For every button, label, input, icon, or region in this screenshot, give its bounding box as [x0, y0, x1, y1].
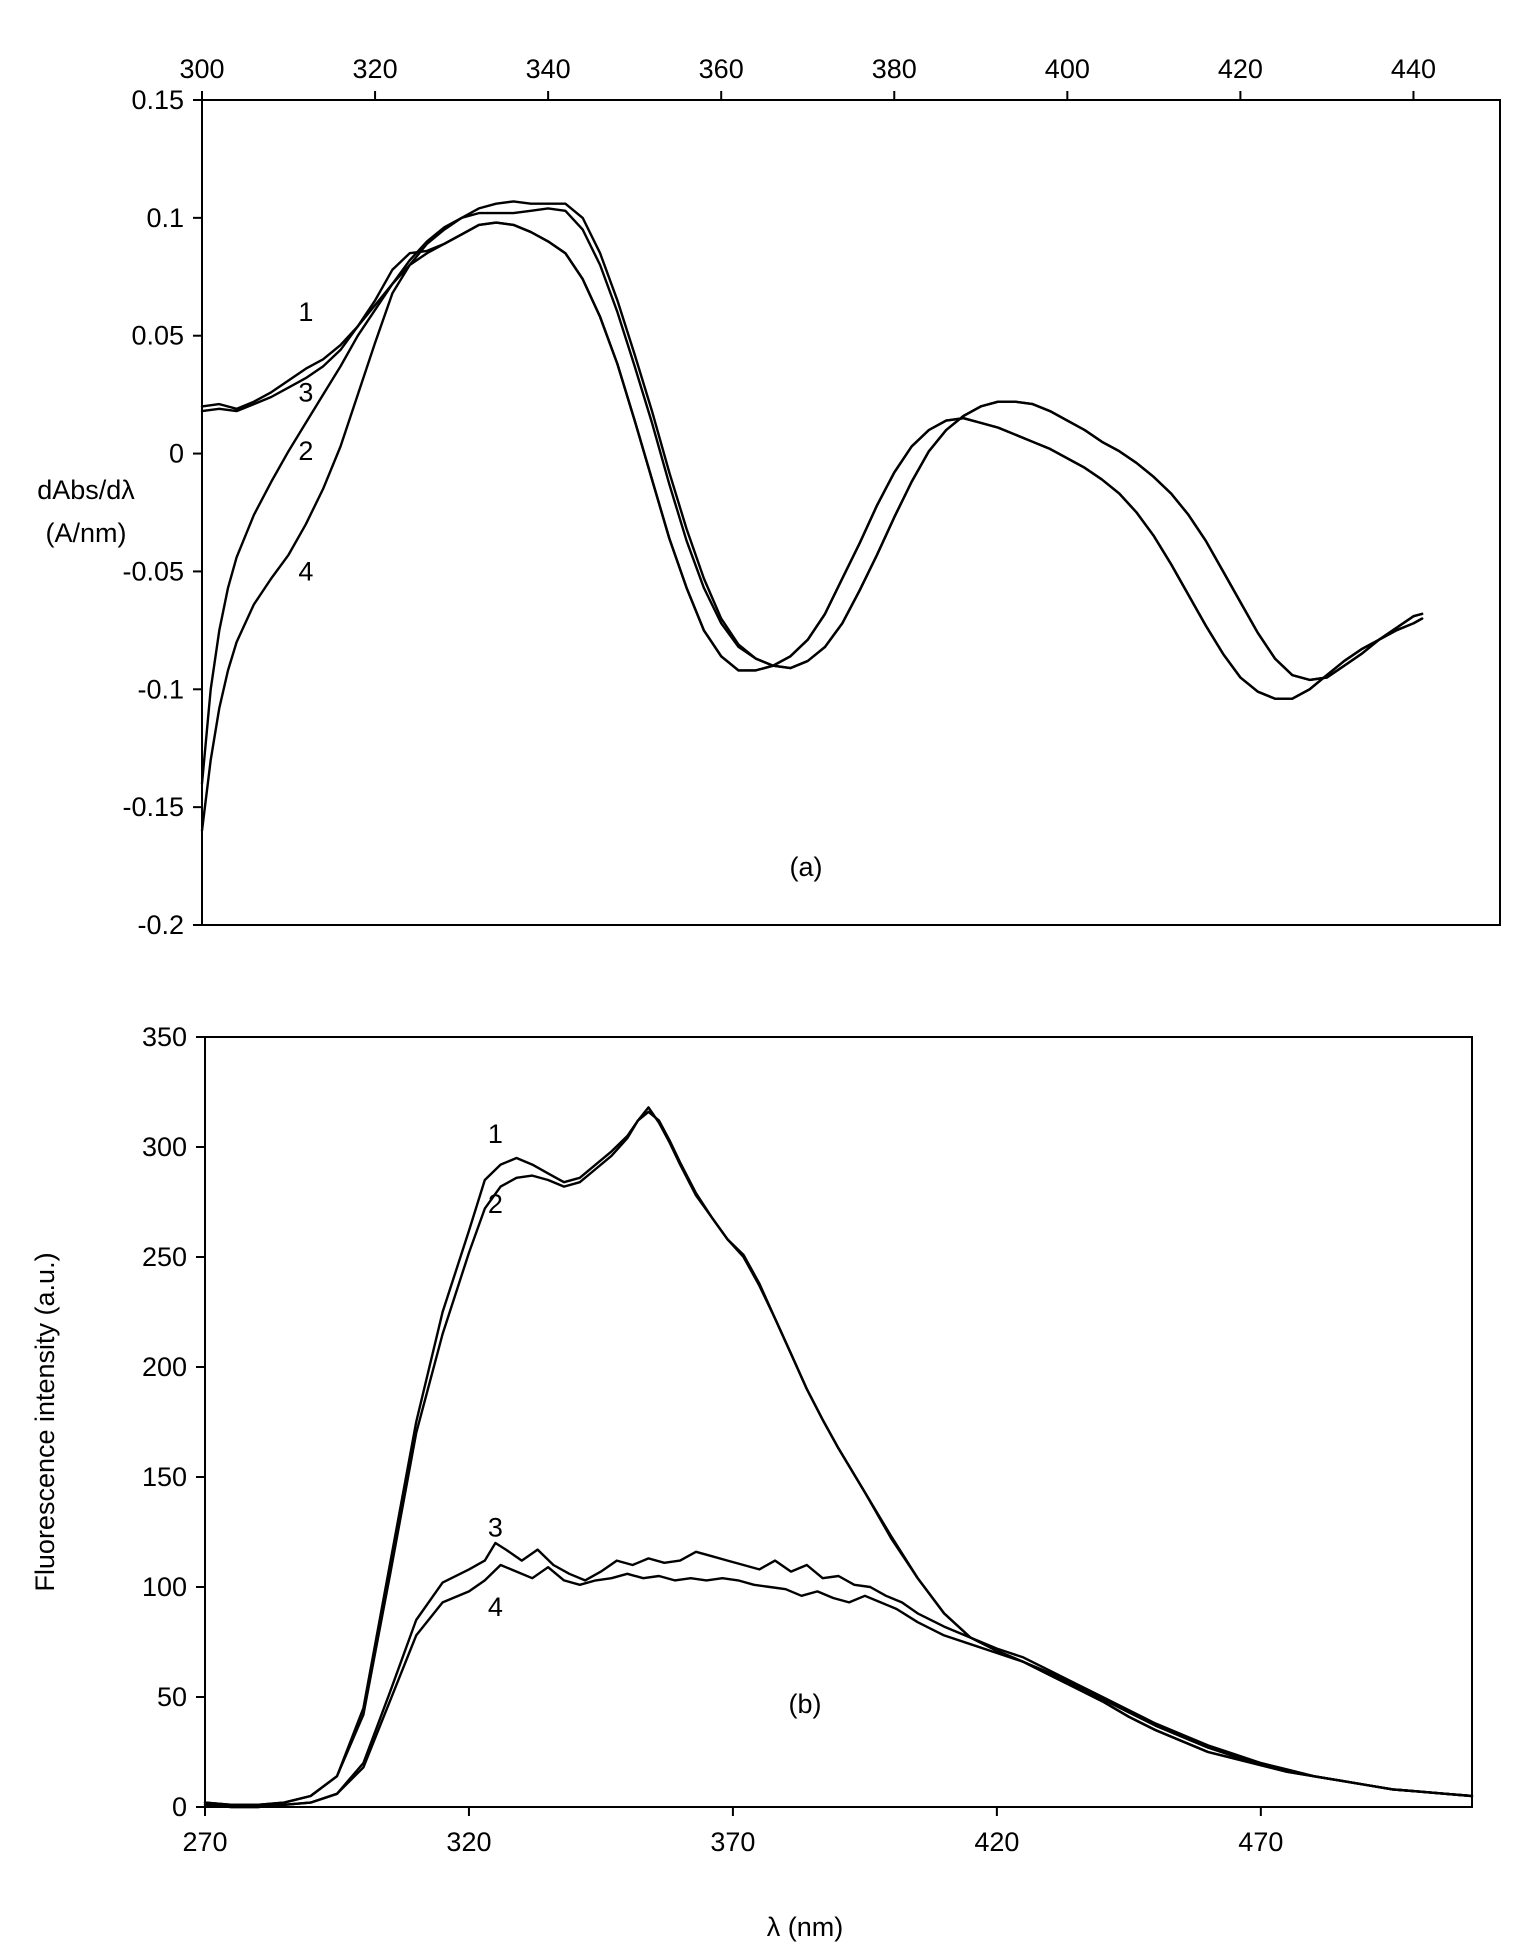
- series-line-4: [203, 1563, 1474, 1809]
- series-label-4: 4: [298, 556, 313, 586]
- series-label-3: 3: [488, 1513, 503, 1543]
- series-line-4: [200, 221, 1424, 832]
- y-tick-label: 0: [172, 1792, 187, 1822]
- series-label-2: 2: [488, 1189, 503, 1219]
- series-label-1: 1: [488, 1119, 503, 1149]
- x-tick-label: 300: [179, 54, 224, 84]
- panel-a-label: (a): [790, 852, 823, 882]
- x-tick-label: 440: [1391, 54, 1436, 84]
- series-label-2: 2: [298, 436, 313, 466]
- y-tick-label: 200: [142, 1352, 187, 1382]
- x-tick-label: 340: [526, 54, 571, 84]
- panel-b-fluorescence-spectra: 270 320 370 420 470 0 50 100 150 200 250 300 350 1 2…: [30, 1022, 1474, 1942]
- panel-a-series: 1 2 3 4: [200, 200, 1424, 832]
- panel-b-label: (b): [789, 1689, 822, 1719]
- panel-a-plot-area: [201, 99, 1501, 926]
- series-label-3: 3: [298, 377, 313, 407]
- series-line-1: [200, 200, 1424, 682]
- panel-a-y-axis: 0.15 0.1 0.05 0 -0.05 -0.1 -0.15 -0.2: [122, 85, 202, 940]
- y-tick-label: 50: [157, 1682, 187, 1712]
- y-tick-label: -0.05: [122, 556, 184, 586]
- x-tick-label: 420: [1218, 54, 1263, 84]
- y-tick-label: 0.05: [131, 321, 184, 351]
- panel-b-y-axis: 0 50 100 150 200 250 300 350: [142, 1022, 205, 1822]
- y-tick-label: -0.1: [137, 674, 184, 704]
- series-line-2: [203, 1110, 1474, 1806]
- panel-a-y-axis-title-line-2: (A/nm): [46, 518, 127, 548]
- panel-a-y-axis-title-line-1: dAbs/dλ: [37, 475, 135, 505]
- y-tick-label: 0.1: [146, 203, 184, 233]
- y-tick-label: 150: [142, 1462, 187, 1492]
- x-tick-label: 380: [872, 54, 917, 84]
- x-tick-label: 270: [182, 1827, 227, 1857]
- panel-b-y-axis-title: Fluorescence intensity (a.u.): [30, 1252, 60, 1591]
- x-tick-label: 320: [353, 54, 398, 84]
- y-tick-label: 0.15: [131, 85, 184, 115]
- y-tick-label: -0.2: [137, 910, 184, 940]
- x-tick-label: 400: [1045, 54, 1090, 84]
- y-tick-label: 300: [142, 1132, 187, 1162]
- x-tick-label: 360: [699, 54, 744, 84]
- y-tick-label: 0: [169, 439, 184, 469]
- series-line-3: [203, 1541, 1474, 1809]
- panel-b-x-axis: 270 320 370 420 470: [182, 1807, 1283, 1857]
- x-tick-label: 470: [1238, 1827, 1283, 1857]
- x-tick-label: 420: [974, 1827, 1019, 1857]
- series-line-2: [200, 207, 1424, 785]
- panel-a-derivative-spectra: 300 320 340 360 380 400 420 440 0.15 0.1 0.05 0 -0.…: [37, 54, 1501, 940]
- y-tick-label: -0.15: [122, 792, 184, 822]
- series-label-4: 4: [488, 1592, 503, 1622]
- panel-b-series: 1 2 3 4: [203, 1106, 1474, 1809]
- series-line-1: [203, 1106, 1474, 1806]
- y-tick-label: 250: [142, 1242, 187, 1272]
- panel-b-x-axis-title: λ (nm): [767, 1912, 844, 1942]
- series-label-1: 1: [298, 297, 313, 327]
- panel-a-x-axis: 300 320 340 360 380 400 420 440: [179, 54, 1436, 100]
- panel-b-plot-area: [204, 1036, 1473, 1808]
- x-tick-label: 370: [710, 1827, 755, 1857]
- y-tick-label: 100: [142, 1572, 187, 1602]
- x-tick-label: 320: [446, 1827, 491, 1857]
- y-tick-label: 350: [142, 1022, 187, 1052]
